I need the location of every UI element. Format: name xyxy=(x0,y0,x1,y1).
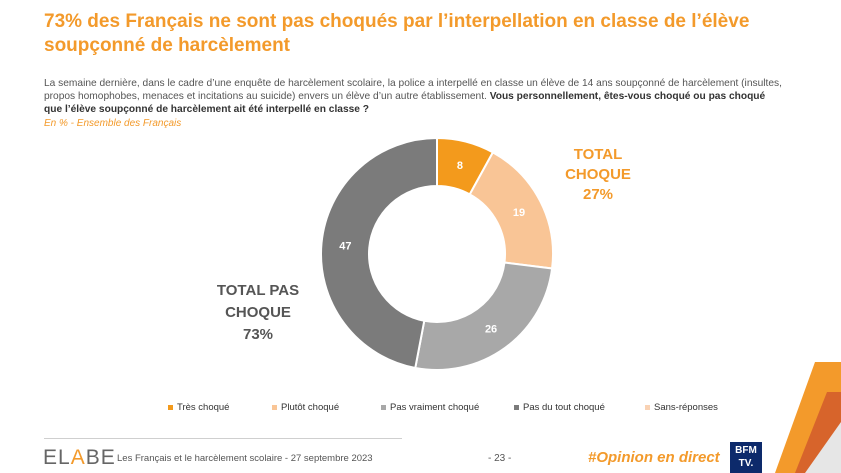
question-text: Vous personnellement, êtes-vous choqué o… xyxy=(44,91,766,115)
legend-label: Pas vraiment choqué xyxy=(390,402,480,413)
legend-item-sans-reponses: Sans-réponses xyxy=(645,402,718,413)
logo-accent: A xyxy=(70,446,86,469)
slice-label-2: 26 xyxy=(485,323,497,335)
legend-item-plutot-choque: Plutôt choqué xyxy=(272,402,339,413)
legend-swatch xyxy=(168,404,173,410)
legend-label: Très choqué xyxy=(177,402,230,413)
page-number: - 23 - xyxy=(488,453,512,464)
legend-label: Sans-réponses xyxy=(654,402,718,413)
legend-swatch xyxy=(381,404,386,410)
footer-divider xyxy=(44,438,402,439)
legend-item-pas-vraiment-choque: Pas vraiment choqué xyxy=(381,402,479,413)
footer-source: Les Français et le harcèlement scolaire … xyxy=(117,453,373,464)
legend-item-pas-du-tout-choque: Pas du tout choqué xyxy=(514,402,605,413)
elabe-logo: ELABE xyxy=(43,447,116,469)
total-choque-line2: CHOQUE xyxy=(565,166,631,183)
bfm-tv-logo: BFM TV. xyxy=(730,442,762,473)
legend-swatch xyxy=(514,404,519,410)
slice-2 xyxy=(414,261,554,371)
legend-item-tres-choque: Très choqué xyxy=(168,402,229,413)
slice-label-0: 8 xyxy=(457,160,463,172)
page-title: 73% des Français ne sont pas choqués par… xyxy=(44,11,750,56)
chart-subtitle: En % - Ensemble des Français xyxy=(44,118,182,129)
slice-label-3: 47 xyxy=(339,240,351,252)
logo-part: EL xyxy=(43,446,71,469)
hashtag: #Opinion en direct xyxy=(588,449,720,466)
chart-legend: Très choqué Plutôt choqué Pas vraiment c… xyxy=(0,402,841,418)
total-choque-label: TOTAL CHOQUE 27% xyxy=(548,145,648,205)
slice-3 xyxy=(320,136,438,370)
bfm-line2: TV. xyxy=(738,458,754,469)
legend-swatch xyxy=(272,404,277,410)
legend-swatch xyxy=(645,404,650,410)
legend-label: Pas du tout choqué xyxy=(523,402,605,413)
total-pas-line2: CHOQUE xyxy=(225,304,291,321)
legend-label: Plutôt choqué xyxy=(281,402,340,413)
logo-part: BE xyxy=(85,446,116,469)
total-pas-value: 73% xyxy=(242,326,274,343)
slice-label-1: 19 xyxy=(513,207,525,219)
deco-grey-shape xyxy=(805,422,841,473)
decorative-a-shape xyxy=(775,362,841,473)
total-choque-value: 27% xyxy=(582,186,614,203)
intro-text: La semaine dernière, dans le cadre d’une… xyxy=(44,77,784,116)
total-pas-line1: TOTAL PAS xyxy=(216,282,300,299)
slice-1 xyxy=(468,150,554,270)
total-pas-choque-label: TOTAL PAS CHOQUE 73% xyxy=(196,280,320,346)
intro-context: La semaine dernière, dans le cadre d’une… xyxy=(44,78,782,102)
bfm-line1: BFM xyxy=(735,445,757,456)
total-choque-line1: TOTAL xyxy=(573,146,623,163)
